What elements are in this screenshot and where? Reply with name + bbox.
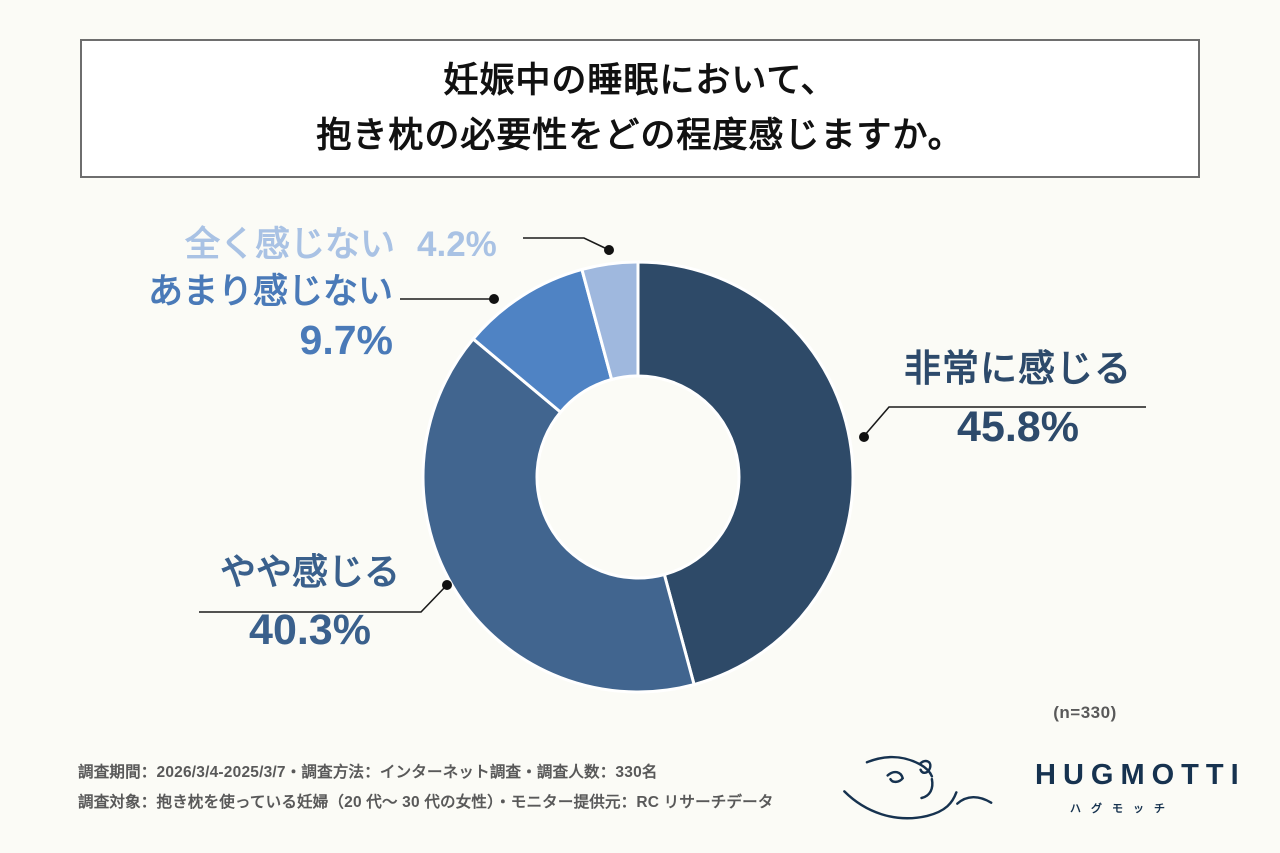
callout-somewhat: やや感じる 40.3% xyxy=(198,554,422,655)
leader-lines xyxy=(199,237,1146,613)
callout-very: 非常に感じる 45.8% xyxy=(889,350,1147,452)
survey-footnote-line2: 調査対象：抱き枕を使っている妊婦（20 代～ 30 代の女性）・モニター提供元：… xyxy=(78,794,774,811)
page-title-line1: 妊娠中の睡眠において、 xyxy=(443,61,837,101)
leader-dot-very xyxy=(859,432,869,442)
sample-size-label: (n=330) xyxy=(1053,703,1117,722)
brand-logo-text: HUGMOTTI ハグモッチ xyxy=(1035,759,1246,816)
donut-segment-0 xyxy=(636,260,855,687)
callout-very-label: 非常に感じる xyxy=(904,348,1132,389)
pillow-person-illustration-icon xyxy=(843,755,993,820)
callout-not-at-all: 全く感じない 4.2% xyxy=(185,216,497,267)
callout-not-at-all-pct: 4.2% xyxy=(417,225,497,264)
donut-segment-1 xyxy=(421,337,696,694)
callout-very-pct: 45.8% xyxy=(957,403,1079,451)
brand-kana: ハグモッチ xyxy=(1070,803,1175,815)
page-title-line2: 抱き枕の必要性をどの程度感じますか。 xyxy=(316,115,964,155)
callout-not-much: あまり感じない 9.7% xyxy=(148,274,393,364)
leader-dots xyxy=(442,245,869,590)
leader-line-not-at-all xyxy=(523,237,608,250)
brand-wordmark: HUGMOTTI xyxy=(1035,759,1246,791)
callout-not-much-label: あまり感じない xyxy=(147,272,393,311)
callout-not-much-pct: 9.7% xyxy=(299,317,393,363)
callout-somewhat-label: やや感じる xyxy=(219,551,400,592)
survey-footnote-line1: 調査期間：2026/3/4-2025/3/7・調査方法：インターネット調査・調査… xyxy=(78,764,658,781)
survey-footnote: 調査期間：2026/3/4-2025/3/7・調査方法：インターネット調査・調査… xyxy=(78,758,774,818)
leader-dot-not-much xyxy=(489,294,499,304)
leader-dot-somewhat xyxy=(442,580,452,590)
callout-not-at-all-label: 全く感じない xyxy=(185,225,396,264)
leader-line-very xyxy=(863,406,1146,437)
donut-segments xyxy=(421,260,855,694)
donut-segment-3 xyxy=(580,260,640,381)
leader-dot-not-at-all xyxy=(604,245,614,255)
leader-line-somewhat xyxy=(199,585,447,613)
callout-somewhat-pct: 40.3% xyxy=(249,606,371,654)
brand-logo: HUGMOTTI ハグモッチ xyxy=(835,745,1246,835)
title-box: 妊娠中の睡眠において、 抱き枕の必要性をどの程度感じますか。 xyxy=(80,39,1200,178)
